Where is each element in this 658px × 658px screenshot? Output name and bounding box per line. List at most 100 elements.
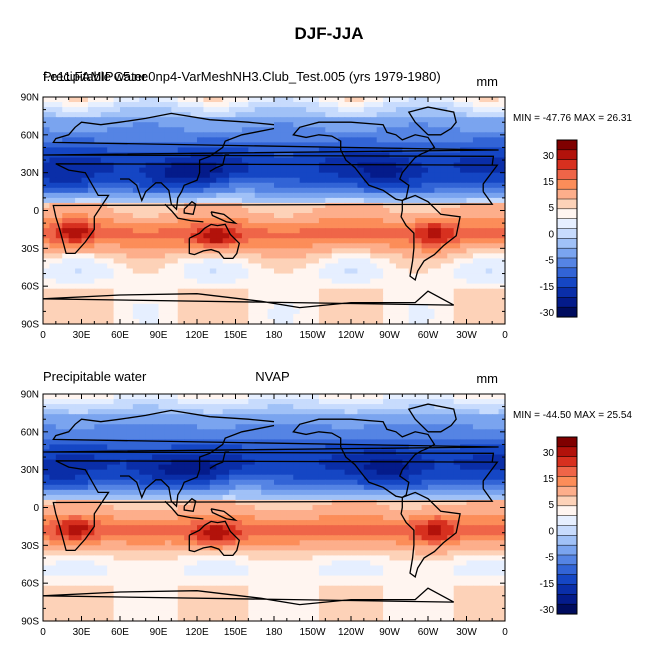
- colorbar-frame: [556, 436, 578, 615]
- colorbar-swatch: [556, 188, 578, 200]
- colorbar-swatch: [556, 554, 578, 566]
- colorbar-label: -5: [545, 256, 554, 267]
- x-tick-label: 180: [266, 330, 283, 341]
- coastlines: [42, 403, 499, 606]
- colorbar-swatch: [556, 247, 578, 259]
- panel-units-label: mm: [476, 74, 498, 89]
- coastline: [209, 154, 230, 172]
- x-tick-label: 120E: [185, 627, 209, 638]
- colorbar-frame: [556, 139, 578, 318]
- map-plot: 0 30E 60E 90E 120E 150E 180 150W 120W 90W 60W 30W 09…: [21, 390, 578, 638]
- x-tick-label: 30E: [73, 330, 91, 341]
- colorbar-swatch: [556, 287, 578, 298]
- colorbar-swatch: [556, 149, 578, 161]
- coastline: [292, 418, 436, 499]
- coastline: [188, 520, 241, 557]
- coastline: [400, 194, 461, 281]
- colorbar-swatch: [556, 495, 578, 507]
- y-tick-label: 60N: [21, 427, 39, 438]
- colorbar-swatch: [556, 466, 578, 477]
- colorbar-swatch: [556, 603, 578, 615]
- coastline: [210, 211, 238, 225]
- x-tick-label: 120W: [338, 627, 365, 638]
- panel-units-label: mm: [476, 371, 498, 386]
- coastline: [407, 403, 457, 433]
- colorbar-swatch: [556, 179, 578, 190]
- x-tick-label: 0: [502, 330, 508, 341]
- coastline: [292, 121, 436, 202]
- x-tick-label: 0: [40, 330, 46, 341]
- colorbar-swatch: [556, 525, 578, 536]
- colorbar-label: -30: [540, 605, 555, 616]
- coastline: [400, 491, 461, 578]
- colorbar-label: -15: [540, 282, 555, 293]
- colorbar-label: 15: [543, 474, 555, 485]
- coastlines: [42, 106, 499, 309]
- x-tick-label: 150W: [299, 627, 326, 638]
- colorbar-swatch: [556, 277, 578, 289]
- colorbar-swatch: [556, 544, 578, 556]
- coastline: [209, 451, 230, 469]
- colorbar-swatch: [556, 218, 578, 230]
- colorbar-swatch: [556, 564, 578, 576]
- colorbar-swatch: [556, 446, 578, 458]
- min-max-label: MIN = -47.76 MAX = 26.31: [513, 113, 632, 124]
- colorbar-swatch: [556, 159, 578, 171]
- colorbar-swatch: [556, 306, 578, 318]
- x-tick-label: 0: [40, 627, 46, 638]
- colorbar-swatch: [556, 208, 578, 220]
- coastline: [188, 223, 241, 260]
- coastline: [52, 460, 499, 552]
- y-tick-label: 30S: [21, 244, 39, 255]
- colorbar-swatch: [556, 228, 578, 239]
- colorbar-label: -5: [545, 553, 554, 564]
- colorbar-swatch: [556, 535, 578, 546]
- colorbar-swatch: [556, 584, 578, 595]
- colorbar-swatch: [556, 456, 578, 468]
- y-tick-label: 90N: [21, 93, 39, 104]
- x-tick-label: 90E: [150, 627, 168, 638]
- colorbar-label: 30: [543, 151, 555, 162]
- y-tick-label: 90N: [21, 390, 39, 401]
- y-tick-label: 30S: [21, 541, 39, 552]
- panel-center-title: NVAP: [255, 369, 290, 384]
- colorbar-label: 0: [548, 526, 554, 537]
- coastline: [164, 500, 204, 520]
- obs-panel: Precipitable water NVAP mm MIN = -44.50 …: [0, 357, 658, 647]
- panel-case-title: f.e11.FAMIPC5.ne0np4-VarMeshNH3.Club_Tes…: [43, 69, 441, 84]
- figure-title: DJF-JJA: [294, 24, 364, 43]
- colorbar-label: 5: [548, 203, 554, 214]
- coastline: [407, 106, 457, 136]
- y-tick-label: 30N: [21, 465, 39, 476]
- x-tick-label: 150E: [224, 627, 248, 638]
- colorbar-swatch: [556, 169, 578, 180]
- x-tick-label: 30W: [456, 330, 477, 341]
- x-tick-label: 120E: [185, 330, 209, 341]
- coastline: [42, 587, 455, 606]
- filled-contour-field: [43, 394, 506, 622]
- x-tick-label: 30E: [73, 627, 91, 638]
- y-tick-label: 90S: [21, 320, 39, 331]
- y-tick-label: 0: [33, 206, 39, 217]
- panel-left-title: Precipitable water: [43, 69, 147, 84]
- x-tick-label: 90W: [379, 330, 400, 341]
- colorbar-swatch: [556, 485, 578, 497]
- colorbar-swatch: [556, 476, 578, 487]
- coastline: [42, 290, 455, 309]
- x-tick-label: 120W: [338, 330, 365, 341]
- colorbar-swatch: [556, 574, 578, 586]
- y-tick-label: 60N: [21, 130, 39, 141]
- x-tick-label: 60W: [418, 330, 439, 341]
- colorbar-label: -30: [540, 308, 555, 319]
- x-tick-label: 60E: [111, 627, 129, 638]
- colorbar-swatch: [556, 238, 578, 249]
- filled-contour-field: [43, 97, 506, 325]
- x-tick-label: 0: [502, 627, 508, 638]
- x-tick-label: 150W: [299, 330, 326, 341]
- coastline: [52, 163, 499, 255]
- colorbar-swatch: [556, 267, 578, 279]
- panel-left-title: Precipitable water: [43, 369, 147, 384]
- x-tick-label: 30W: [456, 627, 477, 638]
- x-tick-label: 180: [266, 627, 283, 638]
- x-tick-label: 90E: [150, 330, 168, 341]
